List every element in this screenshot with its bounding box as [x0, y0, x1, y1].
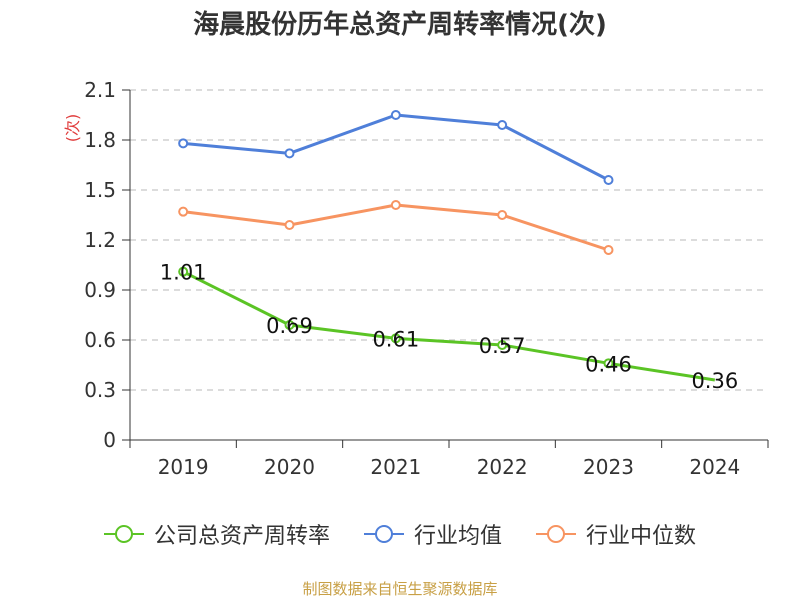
data-label: 0.61 [372, 327, 419, 351]
x-tick-label: 2024 [689, 455, 740, 479]
data-point[interactable] [178, 266, 189, 277]
series-lines [178, 110, 716, 382]
series-line [182, 203, 609, 252]
data-point[interactable] [284, 320, 295, 330]
y-tick-label: 0.3 [84, 378, 116, 402]
legend-label: 公司总资产周转率 [153, 524, 330, 549]
data-label: 0.69 [266, 314, 313, 338]
data-labels: 1.01 0.69 0.61 0.57 0.46 0.36 [160, 261, 738, 393]
x-tick-label: 2023 [583, 455, 634, 479]
legend-marker-icon [103, 525, 144, 543]
y-tick-label: 1.5 [84, 178, 116, 202]
data-point[interactable] [497, 120, 508, 130]
data-point[interactable] [178, 138, 189, 149]
gridlines [130, 89, 768, 391]
data-point[interactable] [603, 175, 614, 185]
axes [122, 89, 769, 448]
data-point[interactable] [497, 210, 508, 220]
data-point[interactable] [178, 206, 189, 217]
legend-item-company[interactable]: 公司总资产周转率 [103, 518, 330, 550]
data-point[interactable] [390, 333, 401, 344]
x-tick-label: 2020 [264, 455, 315, 479]
y-tick-label: 1.2 [84, 228, 116, 252]
data-point[interactable] [497, 340, 508, 350]
legend-marker-icon [536, 525, 576, 543]
y-tick-label: 0 [103, 428, 116, 452]
data-point[interactable] [603, 245, 614, 255]
x-tick-label: 2021 [370, 455, 421, 479]
series-line [182, 270, 716, 382]
y-tick-label: 2.1 [84, 78, 116, 102]
data-label: 0.36 [691, 369, 738, 393]
data-point[interactable] [390, 110, 401, 120]
data-label: 0.57 [479, 334, 526, 358]
legend-item-industry-mean[interactable]: 行业均值 [363, 518, 502, 550]
y-tick-label: 0.9 [84, 278, 116, 302]
legend-label: 行业中位数 [586, 524, 697, 549]
legend: 公司总资产周转率 行业均值 行业中位数 [0, 518, 800, 550]
y-axis-label: (次) [63, 114, 82, 143]
y-tick-label: 1.8 [84, 128, 116, 152]
source-note: 制图数据来自恒生聚源数据库 [302, 580, 498, 598]
data-label: 0.46 [585, 352, 632, 376]
x-tick-label: 2019 [158, 455, 209, 479]
x-tick-label: 2022 [477, 455, 528, 479]
data-point[interactable] [390, 200, 401, 210]
legend-item-industry-median[interactable]: 行业中位数 [536, 518, 696, 550]
x-tick-labels: 2019 2020 2021 2022 2023 2024 [158, 455, 741, 479]
y-tick-labels: 0 0.3 0.6 0.9 1.2 1.5 1.8 2.1 [84, 78, 116, 452]
data-point[interactable] [284, 148, 295, 159]
legend-label: 行业均值 [413, 524, 502, 549]
data-point[interactable] [603, 358, 614, 369]
legend-marker-icon [363, 525, 404, 543]
y-tick-label: 0.6 [84, 328, 116, 352]
series-line [183, 113, 610, 182]
data-label: 1.01 [160, 261, 207, 285]
chart-title: 海晨股份历年总资产周转率情况(次) [193, 10, 607, 40]
data-point[interactable] [284, 220, 295, 230]
